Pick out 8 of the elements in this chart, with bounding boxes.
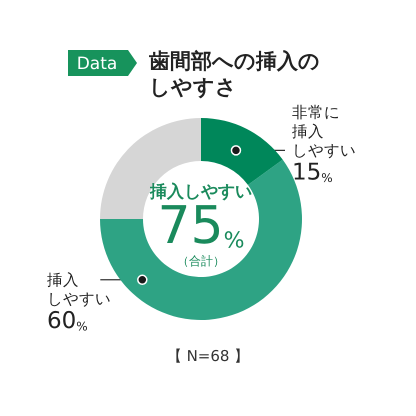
slice-label: 挿入しやすい [47, 270, 111, 308]
chart-title: 歯間部への挿入のしやすさ [148, 49, 320, 99]
text: （合計） [177, 254, 225, 268]
slice-label: 非常に挿入しやすい [292, 103, 356, 160]
text: 【 N=68 】 [166, 347, 250, 365]
data-label: 60% [47, 308, 88, 334]
data-label: 15% [292, 159, 333, 186]
text: Data [76, 54, 118, 74]
